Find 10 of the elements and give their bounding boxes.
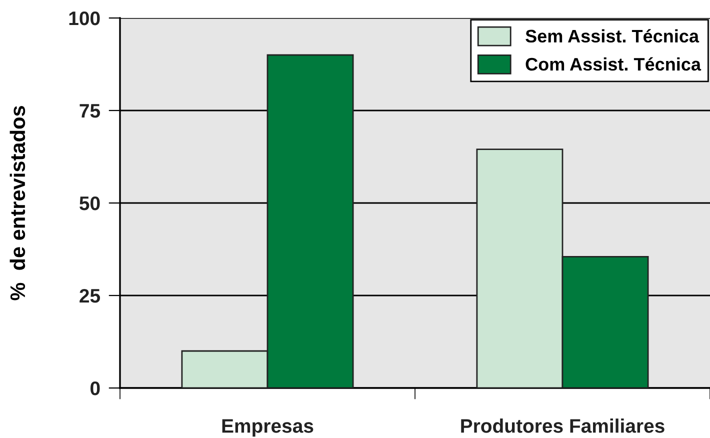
x-tick-label: Produtores Familiares bbox=[461, 418, 664, 433]
y-tick-label: 100 bbox=[69, 11, 100, 26]
y-tick-label: 50 bbox=[80, 196, 100, 210]
y-tick-label: 75 bbox=[80, 104, 100, 118]
legend-label: Sem Assist. Técnica bbox=[526, 29, 700, 43]
y-tick-label: 25 bbox=[80, 288, 100, 303]
y-axis-title: % de entrevistados bbox=[10, 106, 26, 300]
y-tick-label: 0 bbox=[90, 381, 100, 396]
legend-label: Com Assist. Técnica bbox=[526, 57, 702, 71]
x-tick-label: Empresas bbox=[222, 419, 314, 437]
